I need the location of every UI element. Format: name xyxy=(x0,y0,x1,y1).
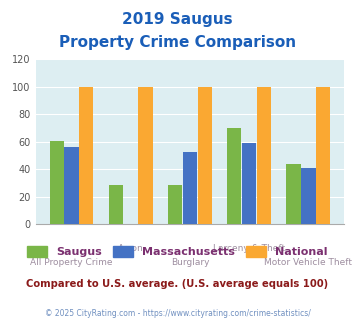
Text: All Property Crime: All Property Crime xyxy=(30,258,113,267)
Text: Larceny & Theft: Larceny & Theft xyxy=(213,244,285,253)
Text: Arson: Arson xyxy=(118,244,143,253)
Bar xyxy=(183,151,197,224)
Bar xyxy=(138,87,153,224)
Bar xyxy=(64,148,78,224)
Bar xyxy=(286,164,301,224)
Bar xyxy=(242,143,256,224)
Bar xyxy=(79,87,93,224)
Bar xyxy=(50,141,64,224)
Bar xyxy=(257,87,271,224)
Bar xyxy=(109,184,123,224)
Text: Property Crime Comparison: Property Crime Comparison xyxy=(59,35,296,50)
Text: Burglary: Burglary xyxy=(171,258,209,267)
Legend: Saugus, Massachusetts, National: Saugus, Massachusetts, National xyxy=(23,242,332,261)
Bar xyxy=(227,128,241,224)
Text: © 2025 CityRating.com - https://www.cityrating.com/crime-statistics/: © 2025 CityRating.com - https://www.city… xyxy=(45,309,310,317)
Bar xyxy=(198,87,212,224)
Bar xyxy=(301,168,316,224)
Bar xyxy=(316,87,330,224)
Bar xyxy=(168,184,182,224)
Text: 2019 Saugus: 2019 Saugus xyxy=(122,12,233,26)
Text: Compared to U.S. average. (U.S. average equals 100): Compared to U.S. average. (U.S. average … xyxy=(26,279,329,289)
Text: Motor Vehicle Theft: Motor Vehicle Theft xyxy=(264,258,353,267)
